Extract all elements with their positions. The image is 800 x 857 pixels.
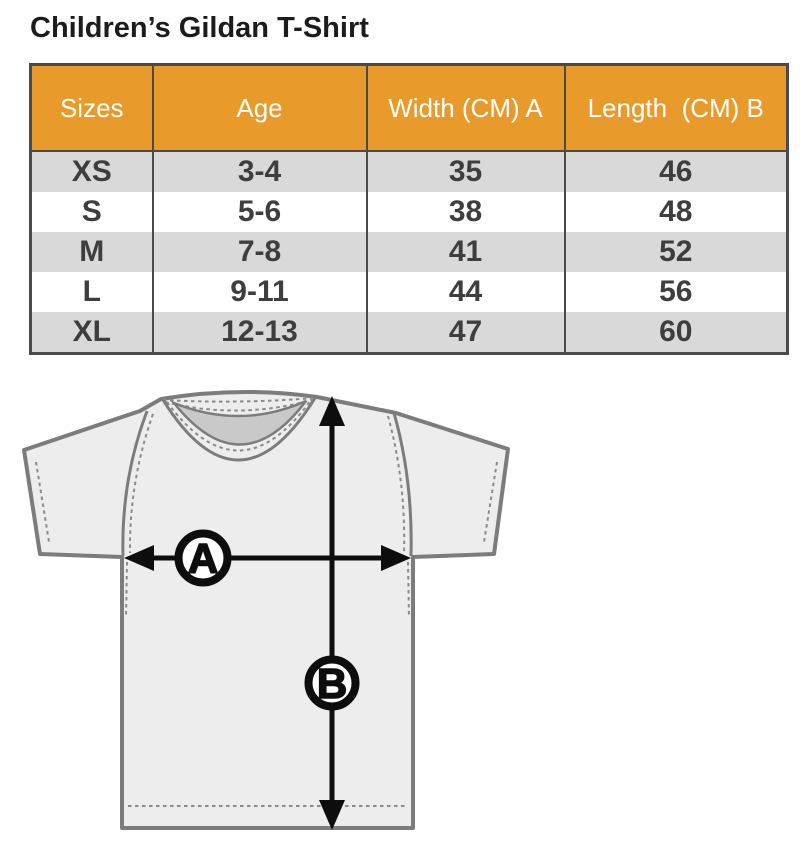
table-cell: 60 [563,312,789,354]
column-header: Age [151,63,368,152]
width-marker-label: A [188,535,218,582]
length-arrow [319,396,345,830]
width-marker: A [174,529,232,587]
table-cell: 48 [563,192,789,232]
table-cell: 47 [365,312,566,354]
table-cell: S [29,192,154,232]
tshirt-measurement-diagram: A B [22,389,510,830]
page-title: Children’s Gildan T-Shirt [30,12,369,44]
right-armhole-seam [392,412,413,557]
length-marker: B [304,655,360,711]
neckline-edge [161,397,317,462]
table-cell: XS [29,151,154,192]
table-cell: 9-11 [151,272,368,312]
table-cell: M [29,232,154,272]
size-table: Sizes Age Width (CM) A Length (CM) B XS 3-4 3… [29,63,789,355]
table-cell: 41 [365,232,566,272]
length-marker-circle [304,655,360,711]
left-armhole-seam [121,410,149,557]
table-cell: 56 [563,272,789,312]
tshirt-outline [22,389,510,830]
table-cell: 35 [365,151,566,192]
table-cell: 44 [365,272,566,312]
neck-opening [170,399,307,446]
left-armhole-stitch-icon [128,413,154,554]
header-row: Sizes Age Width (CM) A Length (CM) B [29,63,789,152]
table-cell: L [29,272,154,312]
table-cell: 5-6 [151,192,368,232]
table-row: XL 12-13 47 60 [29,312,789,354]
table-cell: 3-4 [151,151,368,192]
left-side-stitch-icon [125,561,128,619]
size-table-body: XS 3-4 35 46 S 5-6 38 48 M 7-8 41 52 L 9-11 44 56 XL 12-1… [29,151,789,354]
column-header: Width (CM) A [365,63,566,152]
right-side-stitch-icon [407,561,410,619]
length-marker-label: B [317,660,347,707]
width-marker-circle [174,529,232,587]
collar-top-stitch-icon [162,397,315,403]
table-row: L 9-11 44 56 [29,272,789,312]
column-header: Length (CM) B [563,63,789,152]
right-armhole-stitch-icon [387,415,406,554]
table-cell: 7-8 [151,232,368,272]
table-row: XS 3-4 35 46 [29,151,789,192]
table-cell: 12-13 [151,312,368,354]
size-table-container: Sizes Age Width (CM) A Length (CM) B XS 3-4 3… [29,63,789,355]
column-header: Sizes [29,63,154,152]
table-cell: XL [29,312,154,354]
table-cell: 38 [365,192,566,232]
table-row: M 7-8 41 52 [29,232,789,272]
table-cell: 46 [563,151,789,192]
table-cell: 52 [563,232,789,272]
table-row: S 5-6 38 48 [29,192,789,232]
